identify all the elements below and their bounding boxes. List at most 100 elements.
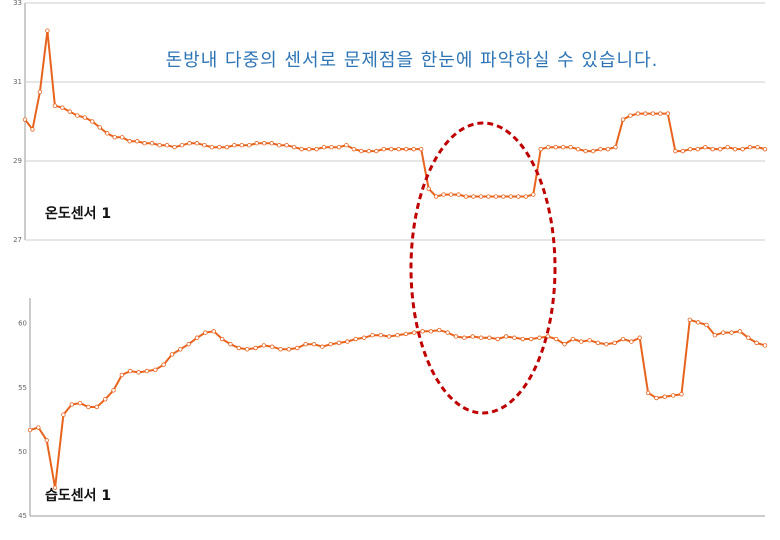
point (119, 135, 125, 140)
point (286, 347, 292, 352)
point (45, 28, 50, 33)
point (620, 117, 626, 122)
point (583, 148, 588, 154)
point (127, 139, 132, 144)
y-tick-label: 31 (13, 78, 22, 86)
point (153, 367, 158, 373)
point (75, 113, 80, 118)
point (637, 335, 642, 340)
point (560, 144, 566, 150)
point (370, 332, 375, 338)
point (164, 142, 170, 148)
point (635, 111, 641, 116)
point (478, 194, 484, 199)
point (320, 344, 325, 349)
point (254, 141, 259, 146)
point (433, 194, 439, 199)
point (27, 427, 33, 433)
point (650, 111, 656, 116)
point (695, 146, 700, 152)
point (463, 194, 469, 199)
point (755, 144, 760, 150)
point (178, 347, 183, 352)
point (344, 142, 349, 148)
point (538, 146, 543, 152)
point (261, 141, 267, 146)
point (134, 139, 140, 144)
point (420, 329, 425, 334)
point (60, 105, 65, 110)
point (662, 394, 667, 399)
point (595, 340, 601, 346)
point (520, 336, 525, 342)
point (336, 144, 342, 150)
point (508, 194, 514, 199)
point (396, 146, 401, 152)
point (366, 148, 372, 154)
point (493, 194, 499, 199)
point (629, 339, 634, 344)
point (546, 144, 551, 150)
point (303, 341, 308, 347)
point (105, 131, 110, 136)
point (503, 334, 509, 339)
point (381, 146, 386, 152)
point (306, 146, 312, 152)
point (537, 335, 542, 340)
point (97, 125, 102, 130)
series-line (24, 30, 766, 198)
point (703, 144, 708, 150)
point (111, 388, 116, 393)
point (704, 322, 709, 328)
point (253, 345, 258, 351)
point (30, 127, 35, 132)
point (187, 141, 192, 146)
point (688, 146, 693, 152)
point (590, 148, 596, 154)
point (495, 336, 500, 342)
point (441, 192, 446, 197)
point (604, 341, 609, 347)
point (329, 144, 334, 150)
point (44, 438, 49, 443)
point (568, 144, 573, 150)
point (86, 404, 91, 410)
point (389, 146, 394, 152)
point (244, 347, 250, 352)
point (501, 194, 506, 199)
point (404, 146, 409, 152)
point (194, 335, 200, 340)
point (291, 144, 297, 150)
point (456, 192, 461, 197)
point (754, 340, 759, 346)
point (579, 339, 584, 344)
point (142, 141, 147, 146)
point (203, 330, 208, 335)
point (528, 336, 534, 342)
point (284, 142, 289, 148)
y-tick-label: 45 (18, 512, 27, 520)
point (426, 186, 431, 191)
point (462, 335, 467, 340)
chart-label: 습도센서 1 (45, 488, 111, 504)
point (512, 335, 517, 340)
point (487, 335, 492, 340)
point (437, 327, 442, 333)
point (712, 332, 718, 338)
point (598, 146, 603, 152)
point (628, 113, 633, 118)
point (620, 336, 626, 342)
point (740, 146, 745, 152)
point (278, 347, 283, 352)
point (228, 341, 233, 347)
point (762, 343, 768, 348)
point (545, 334, 551, 339)
point (52, 485, 58, 490)
point (82, 115, 87, 120)
point (172, 144, 177, 150)
point (345, 339, 350, 344)
point (351, 146, 357, 152)
point (194, 141, 200, 146)
